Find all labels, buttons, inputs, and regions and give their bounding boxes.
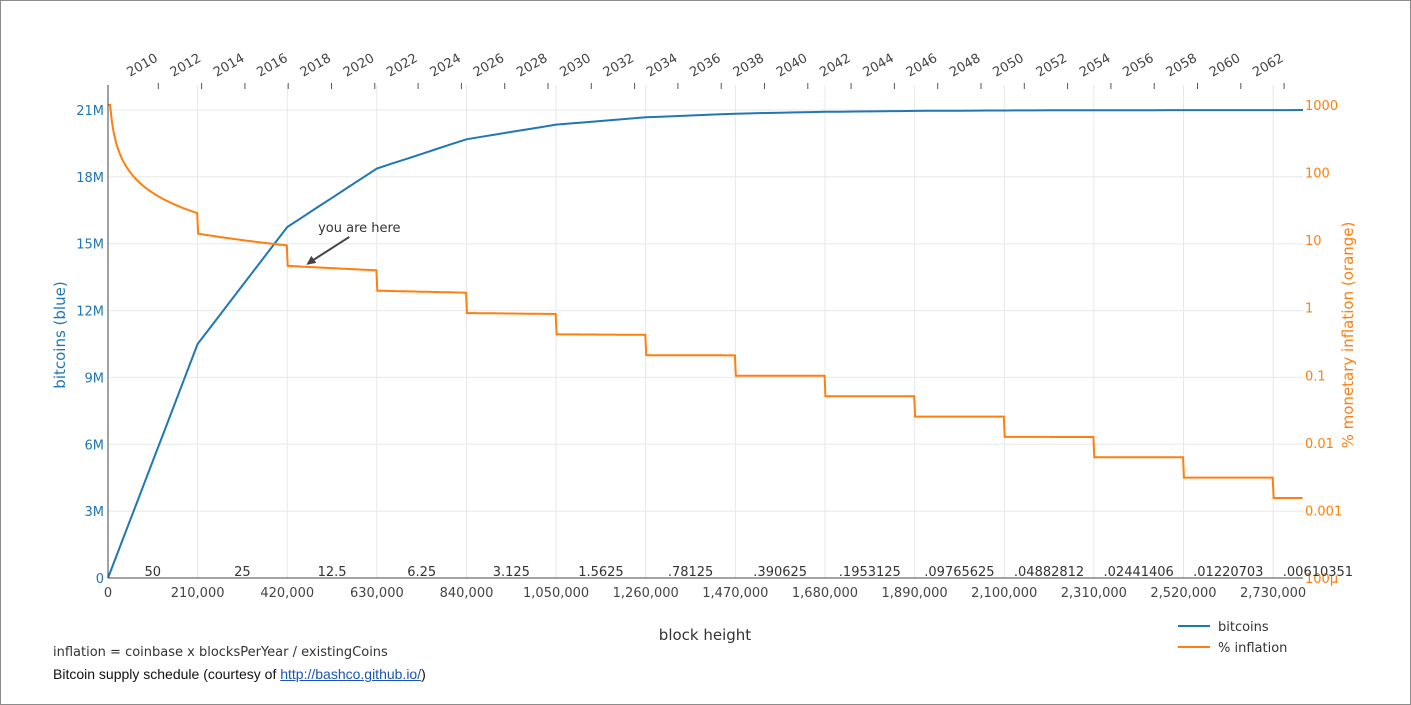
x-tick-label: 1,890,000 xyxy=(882,586,948,601)
x-tick-label: 2,310,000 xyxy=(1061,586,1127,601)
reward-label: .01220703 xyxy=(1193,565,1263,580)
x-tick-label: 1,260,000 xyxy=(613,586,679,601)
reward-label: .390625 xyxy=(753,565,807,580)
y-right-tick-label: 10 xyxy=(1305,234,1322,249)
caption-suffix: ) xyxy=(421,666,426,682)
top-year-label: 2038 xyxy=(731,51,767,81)
x-tick-label: 2,520,000 xyxy=(1150,586,1216,601)
legend-label: % inflation xyxy=(1218,641,1287,656)
annotation: you are here xyxy=(306,221,401,265)
x-tick-label: 1,050,000 xyxy=(523,586,589,601)
reward-label: 3.125 xyxy=(493,565,530,580)
grid xyxy=(108,85,1303,578)
y-left-tick-label: 6M xyxy=(85,438,105,453)
reward-label: .02441406 xyxy=(1104,565,1174,580)
y-right-tick-label: 100μ xyxy=(1305,572,1338,587)
x-tick-label: 0 xyxy=(104,586,112,601)
reward-label: .09765625 xyxy=(924,565,994,580)
top-year-label: 2026 xyxy=(471,51,507,81)
x-tick-label: 840,000 xyxy=(440,586,494,601)
top-year-label: 2010 xyxy=(125,51,161,81)
y-left-tick-label: 21M xyxy=(76,104,104,119)
y-left-tick-label: 15M xyxy=(76,238,104,253)
reward-label: .04882812 xyxy=(1014,565,1084,580)
x-axis-title: block height xyxy=(659,626,751,644)
reward-labels: 50 25 12.5 6.25 3.125 1.5625 .78125 .390625 .195… xyxy=(145,565,1354,580)
top-year-label: 2044 xyxy=(861,51,897,81)
reward-label: 12.5 xyxy=(318,565,347,580)
top-year-label: 2020 xyxy=(341,51,377,81)
caption: Bitcoin supply schedule (courtesy of htt… xyxy=(53,666,426,682)
reward-label: .1953125 xyxy=(839,565,901,580)
reward-label: 25 xyxy=(234,565,251,580)
y-left-tick-label: 3M xyxy=(85,505,105,520)
y-right-tick-label: 0.01 xyxy=(1305,437,1334,452)
y-left-tick-label: 9M xyxy=(85,371,105,386)
top-year-label: 2018 xyxy=(298,51,334,81)
top-year-label: 2012 xyxy=(168,51,204,81)
x-tick-label: 2,100,000 xyxy=(971,586,1037,601)
y-left-tick-label: 18M xyxy=(76,171,104,186)
top-year-label: 2036 xyxy=(687,51,723,81)
x-tick-label: 210,000 xyxy=(171,586,225,601)
y-left-axis-title: bitcoins (blue) xyxy=(51,281,69,388)
y-right-tick-label: 0.1 xyxy=(1305,369,1326,384)
top-year-label: 2014 xyxy=(211,51,247,81)
top-year-label: 2056 xyxy=(1120,51,1156,81)
y-left-tick-label: 0 xyxy=(96,572,104,587)
top-year-label: 2024 xyxy=(428,51,464,81)
top-year-label: 2046 xyxy=(904,51,940,81)
legend-label: bitcoins xyxy=(1218,620,1269,635)
top-year-label: 2048 xyxy=(947,51,983,81)
annotation-text: you are here xyxy=(318,221,400,236)
x-tick-label: 1,470,000 xyxy=(702,586,768,601)
reward-label: 6.25 xyxy=(407,565,436,580)
x-tick-label: 630,000 xyxy=(350,586,404,601)
annotation-arrowhead xyxy=(306,255,317,265)
x-tick-label: 2,730,000 xyxy=(1240,586,1306,601)
reward-label: 50 xyxy=(145,565,162,580)
series-layer xyxy=(107,104,1304,579)
legend: bitcoins % inflation xyxy=(1178,620,1287,656)
top-year-label: 2054 xyxy=(1077,51,1113,81)
y-right-tick-label: 0.001 xyxy=(1305,504,1342,519)
top-year-label: 2022 xyxy=(384,51,420,81)
top-year-label: 2030 xyxy=(558,51,594,81)
y-right-axis-title: % monetary inflation (orange) xyxy=(1339,222,1357,449)
top-year-label: 2040 xyxy=(774,51,810,81)
top-year-label: 2062 xyxy=(1250,51,1286,81)
y-right-tick-label: 1 xyxy=(1305,302,1313,317)
inflation-line xyxy=(108,104,1303,499)
top-year-label: 2050 xyxy=(991,51,1027,81)
top-year-label: 2016 xyxy=(254,51,290,81)
top-year-label: 2032 xyxy=(601,51,637,81)
reward-label: 1.5625 xyxy=(578,565,624,580)
y-right-tick-label: 1000 xyxy=(1305,99,1338,114)
reward-label: .78125 xyxy=(668,565,714,580)
reward-label: .00610351 xyxy=(1283,565,1353,580)
axes: 0 210,000 420,000 630,000 840,000 1,050,000 1,… xyxy=(51,51,1357,644)
bitcoins-line xyxy=(107,109,1304,579)
caption-link[interactable]: http://bashco.github.io/ xyxy=(280,666,422,682)
top-year-label: 2058 xyxy=(1164,51,1200,81)
y-left-tick-label: 12M xyxy=(76,305,104,320)
y-right-tick-label: 100 xyxy=(1305,167,1330,182)
top-year-label: 2052 xyxy=(1034,51,1070,81)
top-year-label: 2042 xyxy=(817,51,853,81)
formula-text: inflation = coinbase x blocksPerYear / e… xyxy=(53,645,388,660)
top-year-label: 2034 xyxy=(644,51,680,81)
top-year-label: 2028 xyxy=(514,51,550,81)
x-tick-label: 420,000 xyxy=(260,586,314,601)
caption-prefix: Bitcoin supply schedule (courtesy of xyxy=(53,666,281,682)
annotation-arrow xyxy=(309,236,350,263)
top-year-label: 2060 xyxy=(1207,51,1243,81)
x-tick-label: 1,680,000 xyxy=(792,586,858,601)
